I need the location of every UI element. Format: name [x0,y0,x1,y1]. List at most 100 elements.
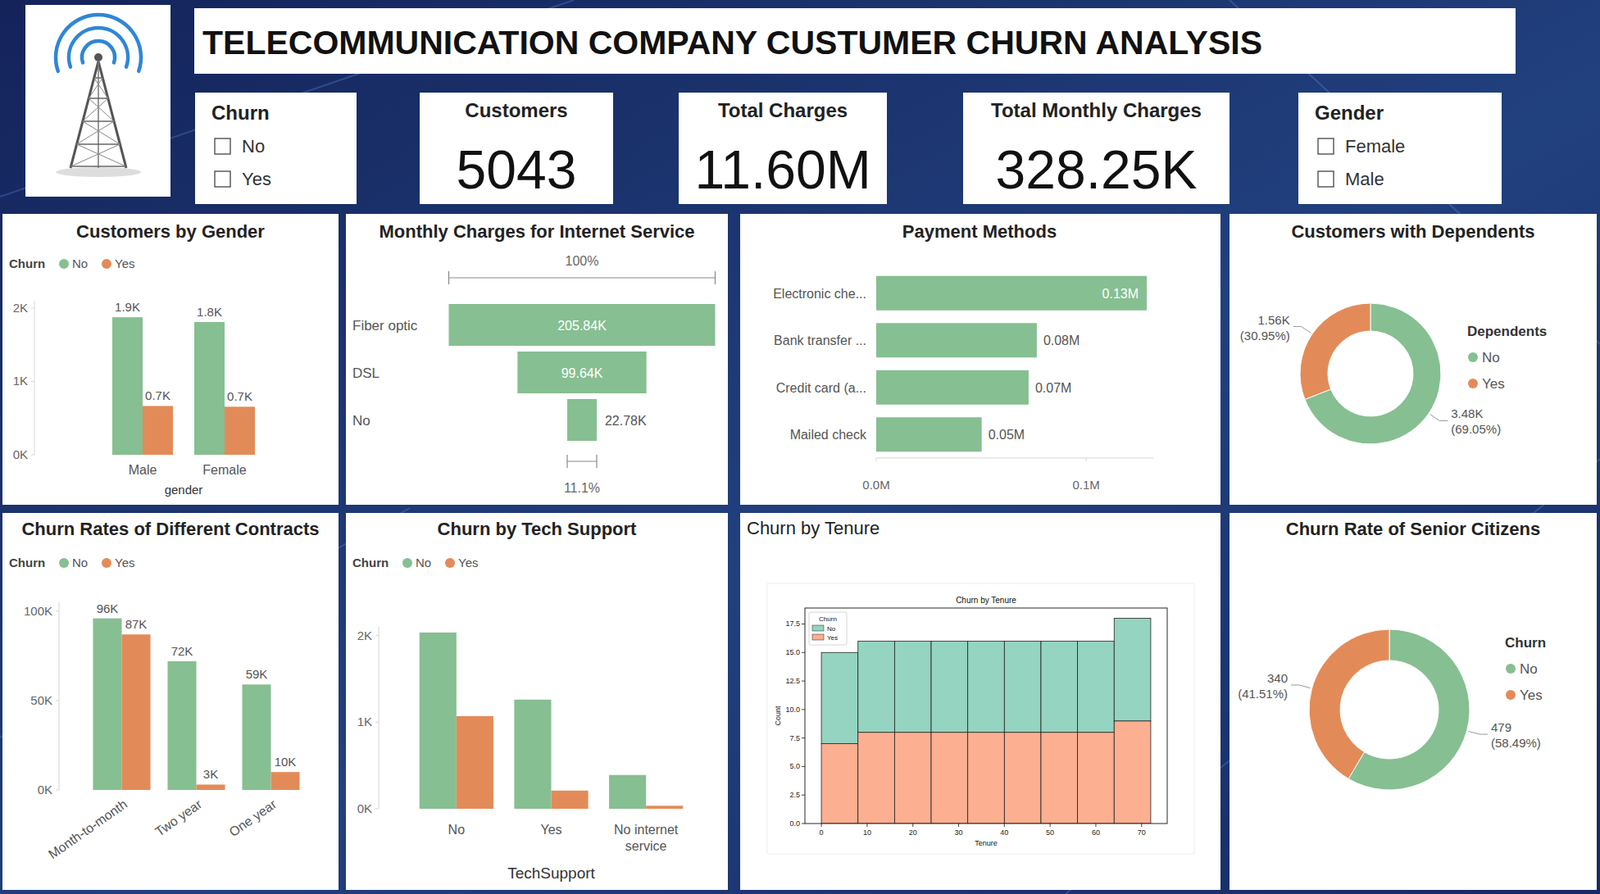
bars [112,317,255,455]
panel [2,513,339,891]
legend-title: Churn [1504,635,1546,651]
slicer-option[interactable]: Female [1345,136,1405,157]
y-tick-label: Mailed check [790,427,868,442]
legend-label: Yes [114,256,135,271]
category-label: Fiber optic [352,318,419,334]
legend-title: Churn [818,615,837,623]
slicer [1298,92,1502,205]
chart-title: Customers with Dependents [1290,221,1535,242]
label-line: 479 [1490,720,1512,735]
slicer-title: Gender [1314,101,1384,124]
y-tick [801,623,805,625]
y-tick [55,790,60,791]
hist-bar [858,640,896,732]
checkbox[interactable] [1318,171,1334,187]
bar [122,634,151,791]
y-tick [31,307,35,309]
y-tick [801,766,805,768]
hist-bar [1113,618,1151,722]
label-line: service [625,839,668,854]
y-tick-label: 0K [357,801,373,816]
bars [92,618,300,791]
bar-chart: Churn Rates of Different ContractsChurnN… [9,518,320,862]
legend-swatch [1468,352,1478,363]
x-tick [876,458,878,462]
y-tick-label: 10.0 [785,705,800,714]
annotation: 100% [565,254,600,269]
data-label: 479(58.49%) [1490,720,1541,750]
card [419,92,614,205]
bracket [595,454,597,469]
x-tick-label: No [448,822,466,837]
chart-title: Churn Rates of Different Contracts [21,518,319,540]
background [0,0,1600,894]
legend-label: No [415,555,432,570]
data-label: 96K [96,601,119,616]
data-label: 87K [125,617,148,632]
hist-bar [1040,732,1078,824]
bar [645,805,683,810]
x-tick-label: 60 [1091,828,1100,837]
label-line: (58.49%) [1490,736,1541,750]
x-axis-line [876,458,1154,460]
signal-arc [81,40,115,63]
bars [876,276,1147,452]
donut-chart: Customers with Dependents3.48K(69.05%)1.… [1240,221,1547,445]
data-label: 340(41.51%) [1237,671,1288,701]
checkbox[interactable] [214,138,231,155]
category-label: DSL [352,365,380,382]
x-tick [1086,458,1087,462]
funnel-bar [517,351,646,394]
x-axis-title: gender [164,482,204,497]
bar [194,322,225,455]
hist-bar [1113,721,1151,824]
bracket [567,460,597,462]
hist-bar [968,732,1005,824]
bar [876,417,982,452]
x-tick [958,823,960,828]
x-tick-label: 70 [1137,828,1146,837]
y-tick-label: 5.0 [789,762,800,771]
legend-swatch [101,259,112,269]
x-tick-label: Month-to-month [45,797,130,863]
x-tick-label: Yes [540,822,562,837]
bracket [566,454,568,469]
chart-title: Monthly Charges for Internet Service [378,221,695,242]
funnel-bar [567,399,597,441]
x-tick [912,823,914,828]
y-tick-label: Bank transfer ... [773,333,867,348]
x-tick-label: 10 [863,828,872,837]
slicer-title: Churn [211,101,270,124]
hist-bar [931,732,969,824]
slicer-option[interactable]: No [241,136,265,157]
plot-title: Churn by Tenure [955,595,1017,605]
x-tick [1095,823,1096,828]
y-axis-title: Count [773,705,782,727]
bar [167,661,196,791]
checkbox[interactable] [1318,138,1334,155]
x-tick [866,823,868,828]
plot-image [767,583,1195,855]
leader-line [1430,414,1449,422]
x-tick [1140,823,1142,828]
checkbox[interactable] [214,171,231,187]
y-tick [801,681,805,682]
bar [196,784,226,791]
slicer-option[interactable]: Male [1345,168,1385,190]
panel [740,513,1221,891]
bar [112,317,143,455]
slicer-option[interactable]: Yes [241,168,272,190]
x-tick-label: 40 [1000,828,1009,837]
y-tick-label: 0K [13,447,28,462]
y-tick-label: 15.0 [785,648,800,657]
x-tick [1004,823,1005,828]
x-tick [1050,823,1051,828]
legend-label: Yes [1481,376,1505,392]
legend-label: No [1481,350,1500,366]
x-tick-label: Female [202,463,246,478]
x-tick-label: 0.0M [862,477,890,492]
donut-chart: Churn Rate of Senior Citizens479(58.49%)… [1237,518,1546,791]
slicer [195,92,357,205]
y-tick-label: Electronic che... [772,286,867,301]
hist-bar [858,732,896,824]
